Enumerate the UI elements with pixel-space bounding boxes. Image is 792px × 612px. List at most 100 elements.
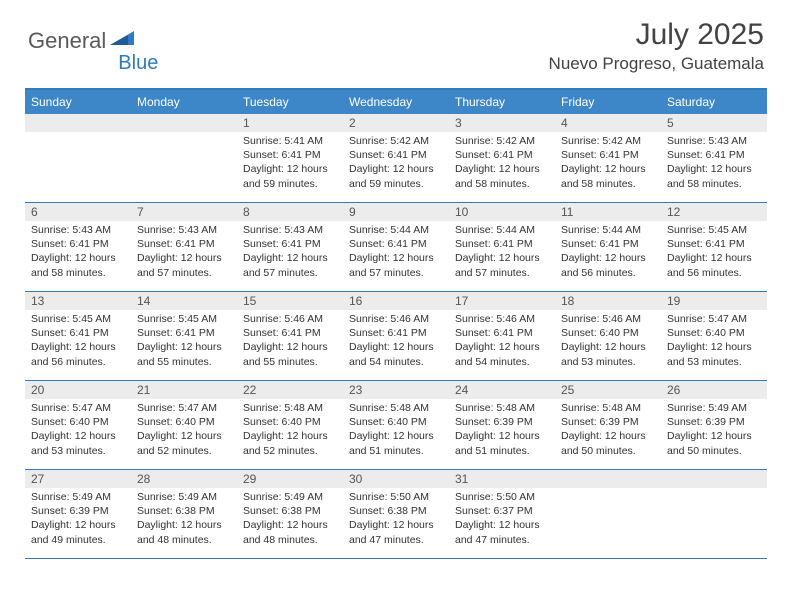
day-body: Sunrise: 5:44 AMSunset: 6:41 PMDaylight:…: [449, 221, 555, 284]
day-cell: 11Sunrise: 5:44 AMSunset: 6:41 PMDayligh…: [555, 203, 661, 291]
day-header: Friday: [555, 90, 661, 114]
daylight-line: Daylight: 12 hours and 54 minutes.: [455, 340, 549, 368]
sunrise-line: Sunrise: 5:49 AM: [31, 490, 125, 504]
daylight-line: Daylight: 12 hours and 53 minutes.: [667, 340, 761, 368]
sunset-line: Sunset: 6:40 PM: [243, 415, 337, 429]
daylight-line: Daylight: 12 hours and 57 minutes.: [349, 251, 443, 279]
day-body: Sunrise: 5:46 AMSunset: 6:41 PMDaylight:…: [237, 310, 343, 373]
day-cell: 23Sunrise: 5:48 AMSunset: 6:40 PMDayligh…: [343, 381, 449, 469]
sunset-line: Sunset: 6:38 PM: [349, 504, 443, 518]
day-cell: [555, 470, 661, 558]
day-cell: 19Sunrise: 5:47 AMSunset: 6:40 PMDayligh…: [661, 292, 767, 380]
daylight-line: Daylight: 12 hours and 56 minutes.: [561, 251, 655, 279]
daylight-line: Daylight: 12 hours and 57 minutes.: [455, 251, 549, 279]
day-cell: 28Sunrise: 5:49 AMSunset: 6:38 PMDayligh…: [131, 470, 237, 558]
daylight-line: Daylight: 12 hours and 47 minutes.: [455, 518, 549, 546]
day-body: Sunrise: 5:47 AMSunset: 6:40 PMDaylight:…: [25, 399, 131, 462]
day-cell: 10Sunrise: 5:44 AMSunset: 6:41 PMDayligh…: [449, 203, 555, 291]
daylight-line: Daylight: 12 hours and 55 minutes.: [243, 340, 337, 368]
day-number: 26: [661, 381, 767, 399]
day-number: 8: [237, 203, 343, 221]
daylight-line: Daylight: 12 hours and 55 minutes.: [137, 340, 231, 368]
day-cell: 18Sunrise: 5:46 AMSunset: 6:40 PMDayligh…: [555, 292, 661, 380]
sunrise-line: Sunrise: 5:50 AM: [455, 490, 549, 504]
logo-text-general: General: [28, 28, 106, 54]
day-body: Sunrise: 5:46 AMSunset: 6:41 PMDaylight:…: [449, 310, 555, 373]
daylight-line: Daylight: 12 hours and 58 minutes.: [667, 162, 761, 190]
day-number: 19: [661, 292, 767, 310]
day-number: 7: [131, 203, 237, 221]
day-body: Sunrise: 5:42 AMSunset: 6:41 PMDaylight:…: [555, 132, 661, 195]
sunrise-line: Sunrise: 5:43 AM: [137, 223, 231, 237]
day-body: Sunrise: 5:43 AMSunset: 6:41 PMDaylight:…: [661, 132, 767, 195]
day-number: 15: [237, 292, 343, 310]
day-number: [661, 470, 767, 488]
sunset-line: Sunset: 6:39 PM: [31, 504, 125, 518]
sunrise-line: Sunrise: 5:48 AM: [243, 401, 337, 415]
day-number: 28: [131, 470, 237, 488]
sunset-line: Sunset: 6:41 PM: [455, 148, 549, 162]
day-cell: 25Sunrise: 5:48 AMSunset: 6:39 PMDayligh…: [555, 381, 661, 469]
day-number: 1: [237, 114, 343, 132]
sunset-line: Sunset: 6:38 PM: [137, 504, 231, 518]
day-body: Sunrise: 5:42 AMSunset: 6:41 PMDaylight:…: [343, 132, 449, 195]
day-number: [25, 114, 131, 132]
day-body: Sunrise: 5:44 AMSunset: 6:41 PMDaylight:…: [343, 221, 449, 284]
day-body: Sunrise: 5:43 AMSunset: 6:41 PMDaylight:…: [25, 221, 131, 284]
day-cell: 27 Sunrise: 5:49 AMSunset: 6:39 PMDayligh…: [25, 470, 131, 558]
sunrise-line: Sunrise: 5:43 AM: [31, 223, 125, 237]
week-row: 20Sunrise: 5:47 AMSunset: 6:40 PMDayligh…: [25, 381, 767, 470]
weeks-container: 1Sunrise: 5:41 AMSunset: 6:41 PMDaylight…: [25, 114, 767, 559]
day-cell: 5Sunrise: 5:43 AMSunset: 6:41 PMDaylight…: [661, 114, 767, 202]
sunrise-line: Sunrise: 5:48 AM: [455, 401, 549, 415]
day-cell: [661, 470, 767, 558]
sunset-line: Sunset: 6:41 PM: [349, 237, 443, 251]
daylight-line: Daylight: 12 hours and 52 minutes.: [137, 429, 231, 457]
sunrise-line: Sunrise: 5:46 AM: [561, 312, 655, 326]
sunrise-line: Sunrise: 5:43 AM: [667, 134, 761, 148]
sunset-line: Sunset: 6:40 PM: [137, 415, 231, 429]
sunset-line: Sunset: 6:41 PM: [667, 237, 761, 251]
day-body: Sunrise: 5:50 AMSunset: 6:37 PMDaylight:…: [449, 488, 555, 551]
day-body: Sunrise: 5:42 AMSunset: 6:41 PMDaylight:…: [449, 132, 555, 195]
sunrise-line: Sunrise: 5:45 AM: [667, 223, 761, 237]
day-body: Sunrise: 5:49 AMSunset: 6:38 PMDaylight:…: [131, 488, 237, 551]
day-number: 27: [25, 470, 131, 488]
day-cell: 24Sunrise: 5:48 AMSunset: 6:39 PMDayligh…: [449, 381, 555, 469]
daylight-line: Daylight: 12 hours and 58 minutes.: [455, 162, 549, 190]
sunset-line: Sunset: 6:41 PM: [31, 237, 125, 251]
daylight-line: Daylight: 12 hours and 47 minutes.: [349, 518, 443, 546]
day-cell: 26Sunrise: 5:49 AMSunset: 6:39 PMDayligh…: [661, 381, 767, 469]
day-body: Sunrise: 5:43 AMSunset: 6:41 PMDaylight:…: [237, 221, 343, 284]
sunset-line: Sunset: 6:40 PM: [31, 415, 125, 429]
daylight-line: Daylight: 12 hours and 54 minutes.: [349, 340, 443, 368]
day-number: 17: [449, 292, 555, 310]
day-body: Sunrise: 5:49 AMSunset: 6:38 PMDaylight:…: [237, 488, 343, 551]
sunset-line: Sunset: 6:38 PM: [243, 504, 337, 518]
day-cell: 7Sunrise: 5:43 AMSunset: 6:41 PMDaylight…: [131, 203, 237, 291]
daylight-line: Daylight: 12 hours and 57 minutes.: [243, 251, 337, 279]
sunset-line: Sunset: 6:41 PM: [667, 148, 761, 162]
daylight-line: Daylight: 12 hours and 53 minutes.: [31, 429, 125, 457]
sunrise-line: Sunrise: 5:47 AM: [31, 401, 125, 415]
day-number: 21: [131, 381, 237, 399]
sunrise-line: Sunrise: 5:46 AM: [243, 312, 337, 326]
sunset-line: Sunset: 6:41 PM: [243, 237, 337, 251]
day-body: Sunrise: 5:50 AMSunset: 6:38 PMDaylight:…: [343, 488, 449, 551]
logo: General Blue: [28, 18, 154, 63]
day-body: Sunrise: 5:45 AMSunset: 6:41 PMDaylight:…: [25, 310, 131, 373]
day-number: 25: [555, 381, 661, 399]
week-row: 1Sunrise: 5:41 AMSunset: 6:41 PMDaylight…: [25, 114, 767, 203]
sunrise-line: Sunrise: 5:46 AM: [349, 312, 443, 326]
day-body: Sunrise: 5:48 AMSunset: 6:40 PMDaylight:…: [237, 399, 343, 462]
daylight-line: Daylight: 12 hours and 56 minutes.: [31, 340, 125, 368]
day-number: 10: [449, 203, 555, 221]
sunset-line: Sunset: 6:41 PM: [561, 148, 655, 162]
daylight-line: Daylight: 12 hours and 58 minutes.: [561, 162, 655, 190]
daylight-line: Daylight: 12 hours and 53 minutes.: [561, 340, 655, 368]
day-number: 11: [555, 203, 661, 221]
day-number: 4: [555, 114, 661, 132]
sunrise-line: Sunrise: 5:48 AM: [349, 401, 443, 415]
daylight-line: Daylight: 12 hours and 49 minutes.: [31, 518, 125, 546]
sunset-line: Sunset: 6:41 PM: [349, 148, 443, 162]
